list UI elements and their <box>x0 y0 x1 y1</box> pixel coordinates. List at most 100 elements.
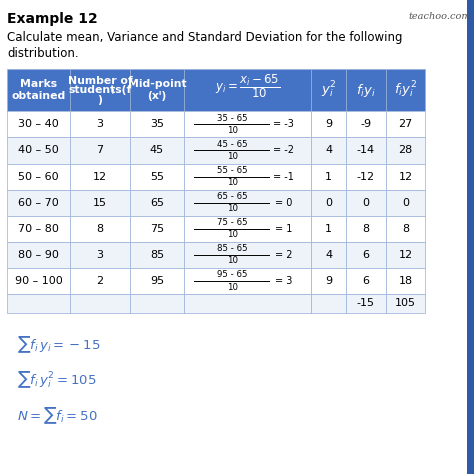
Text: 9: 9 <box>325 276 332 286</box>
Text: 8: 8 <box>96 224 104 234</box>
Bar <box>183 164 311 190</box>
Text: 10: 10 <box>227 256 237 265</box>
Text: 60 – 70: 60 – 70 <box>18 198 59 208</box>
Bar <box>183 216 311 242</box>
Text: 6: 6 <box>363 276 369 286</box>
Text: (xᴵ): (xᴵ) <box>147 91 166 101</box>
Bar <box>386 294 425 313</box>
Text: 75 - 65: 75 - 65 <box>217 218 247 227</box>
Bar <box>386 137 425 164</box>
Bar <box>130 69 183 111</box>
Text: Calculate mean, Variance and Standard Deviation for the following: Calculate mean, Variance and Standard De… <box>7 31 402 44</box>
Bar <box>311 190 346 216</box>
Text: = -1: = -1 <box>273 172 294 182</box>
Bar <box>7 164 70 190</box>
Text: obtained: obtained <box>11 91 65 101</box>
Bar <box>183 242 311 268</box>
Text: $y_i = \dfrac{x_i - 65}{10}$: $y_i = \dfrac{x_i - 65}{10}$ <box>215 73 280 100</box>
Bar <box>346 69 386 111</box>
Text: i: i <box>112 87 115 96</box>
Bar <box>386 216 425 242</box>
Bar <box>70 216 130 242</box>
Text: 75: 75 <box>150 224 164 234</box>
Text: 45 - 65: 45 - 65 <box>217 140 247 149</box>
Bar <box>386 69 425 111</box>
Text: 10: 10 <box>227 152 237 161</box>
Text: Example 12: Example 12 <box>7 12 98 26</box>
Bar <box>346 242 386 268</box>
Bar <box>346 190 386 216</box>
Text: 65 - 65: 65 - 65 <box>217 192 247 201</box>
Bar <box>183 268 311 294</box>
Text: 55: 55 <box>150 172 164 182</box>
Bar <box>7 294 70 313</box>
Text: Number of: Number of <box>68 75 132 86</box>
Text: 1: 1 <box>325 224 332 234</box>
Bar <box>7 190 70 216</box>
Bar <box>7 137 70 164</box>
Text: = -3: = -3 <box>273 119 294 129</box>
Bar <box>183 190 311 216</box>
Text: 3: 3 <box>97 119 103 129</box>
Bar <box>386 111 425 137</box>
Text: 35 - 65: 35 - 65 <box>217 114 247 123</box>
Text: $\sum f_i\,y_i^2 = 105$: $\sum f_i\,y_i^2 = 105$ <box>17 370 96 391</box>
Text: $N = \sum f_i = 50$: $N = \sum f_i = 50$ <box>17 405 97 426</box>
Text: 2: 2 <box>96 276 104 286</box>
Text: -12: -12 <box>357 172 375 182</box>
Text: ): ) <box>98 94 102 105</box>
Text: 105: 105 <box>395 298 416 309</box>
Text: 9: 9 <box>325 119 332 129</box>
Bar <box>130 190 183 216</box>
Bar <box>386 242 425 268</box>
Bar <box>311 216 346 242</box>
Text: 10: 10 <box>227 230 237 239</box>
Text: 12: 12 <box>398 250 412 260</box>
Text: 4: 4 <box>325 250 332 260</box>
Bar <box>183 69 311 111</box>
Bar <box>311 242 346 268</box>
Text: 0: 0 <box>325 198 332 208</box>
Text: $y_i^2$: $y_i^2$ <box>321 80 337 100</box>
Text: 45: 45 <box>150 146 164 155</box>
Text: $f_i y_i$: $f_i y_i$ <box>356 82 376 99</box>
Bar <box>346 137 386 164</box>
Bar <box>311 137 346 164</box>
Bar <box>311 69 346 111</box>
Text: 27: 27 <box>398 119 412 129</box>
Bar <box>311 268 346 294</box>
Text: 55 - 65: 55 - 65 <box>217 166 247 175</box>
Bar <box>311 164 346 190</box>
Text: = -2: = -2 <box>273 146 294 155</box>
Text: 0: 0 <box>402 198 409 208</box>
Text: 85 - 65: 85 - 65 <box>217 244 247 253</box>
Bar <box>70 294 130 313</box>
Text: 40 – 50: 40 – 50 <box>18 146 59 155</box>
Bar <box>70 242 130 268</box>
Bar <box>183 111 311 137</box>
Text: students(f: students(f <box>68 85 132 95</box>
Text: -14: -14 <box>357 146 375 155</box>
Bar <box>70 164 130 190</box>
Text: 65: 65 <box>150 198 164 208</box>
Text: 4: 4 <box>325 146 332 155</box>
Bar <box>346 294 386 313</box>
Text: 10: 10 <box>227 126 237 135</box>
Bar <box>70 137 130 164</box>
Bar <box>130 137 183 164</box>
Bar <box>70 268 130 294</box>
Bar <box>7 268 70 294</box>
Bar <box>130 216 183 242</box>
Bar <box>7 216 70 242</box>
Text: 10: 10 <box>227 178 237 187</box>
Text: 6: 6 <box>363 250 369 260</box>
Text: 90 – 100: 90 – 100 <box>15 276 63 286</box>
Text: teachoo.com: teachoo.com <box>408 12 471 21</box>
Text: 1: 1 <box>325 172 332 182</box>
Bar <box>130 164 183 190</box>
Text: 12: 12 <box>398 172 412 182</box>
Text: -15: -15 <box>357 298 375 309</box>
Text: = 2: = 2 <box>274 250 292 260</box>
Text: 30 – 40: 30 – 40 <box>18 119 59 129</box>
Bar <box>386 164 425 190</box>
